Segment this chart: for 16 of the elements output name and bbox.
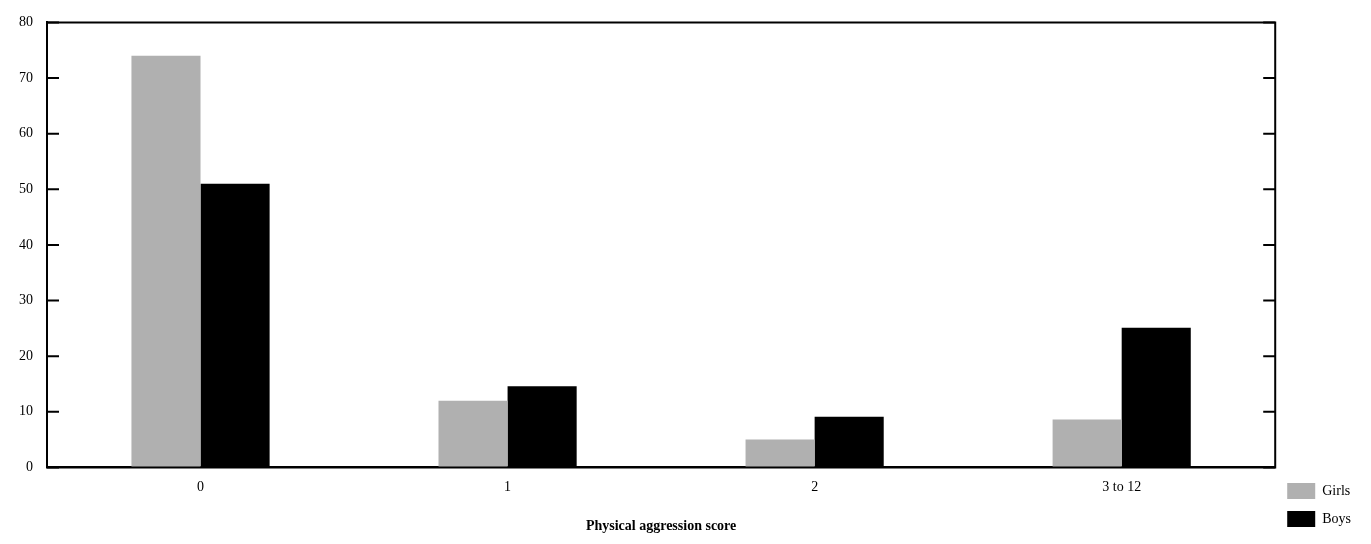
legend-label: Boys xyxy=(1322,510,1352,526)
x-tick-label: 2 xyxy=(811,479,819,495)
y-tick-label: 0 xyxy=(26,459,33,475)
y-tick-label: 40 xyxy=(19,236,33,252)
x-tick-label: 0 xyxy=(197,479,205,495)
y-tick-label: 70 xyxy=(19,69,33,85)
y-tick-label: 60 xyxy=(19,125,33,141)
x-tick-label: 3 to 12 xyxy=(1102,479,1142,495)
y-tick-label: 30 xyxy=(19,292,33,308)
y-tick-label: 50 xyxy=(19,180,33,196)
y-tick-label: 20 xyxy=(19,347,33,363)
x-axis-title: Physical aggression score xyxy=(585,518,737,534)
x-tick-label: 1 xyxy=(504,479,512,495)
y-tick-label: 10 xyxy=(19,403,33,419)
y-tick-label: 80 xyxy=(19,14,33,30)
legend-label: Girls xyxy=(1322,482,1351,498)
